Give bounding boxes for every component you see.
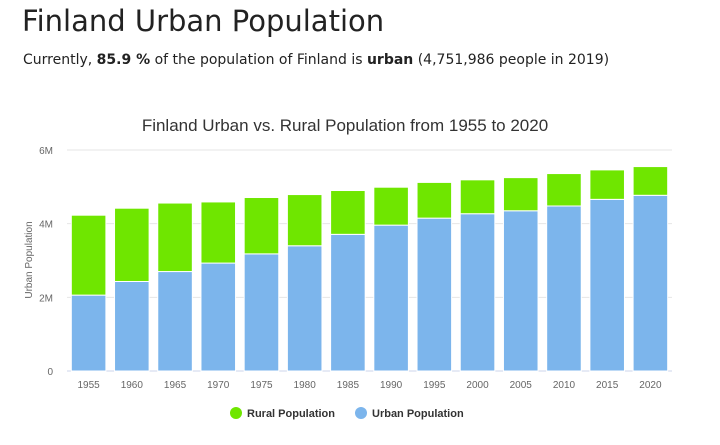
x-tick-label: 2000 <box>466 380 489 391</box>
y-tick-label: 4M <box>39 220 53 231</box>
bar-rural-population <box>114 207 150 282</box>
bar-urban-population <box>546 205 582 372</box>
summary-urban: urban <box>366 52 414 68</box>
bar-urban-population <box>459 213 496 372</box>
legend-marker <box>355 407 367 419</box>
bar-urban-population <box>114 280 150 372</box>
x-tick-label: 1975 <box>250 380 273 391</box>
bar-rural-population <box>589 169 625 200</box>
x-tick-label: 1980 <box>294 380 317 391</box>
y-tick-label: 0 <box>47 367 53 378</box>
x-tick-label: 2005 <box>510 380 533 391</box>
summary-mid: of the population of Finland is <box>150 52 367 68</box>
bar-rural-population <box>157 202 193 273</box>
x-tick-label: 1970 <box>207 380 230 391</box>
summary-percent: 85.9 % <box>96 52 151 68</box>
x-tick-label: 2020 <box>639 380 662 391</box>
bar-rural-population <box>70 214 107 296</box>
population-summary: Currently, 85.9 % of the population of F… <box>23 52 609 68</box>
bar-urban-population <box>200 262 237 372</box>
bar-urban-population <box>286 245 323 372</box>
legend-label: Urban Population <box>372 408 464 420</box>
bar-urban-population <box>416 217 453 372</box>
x-tick-label: 1955 <box>77 380 100 391</box>
x-tick-label: 2015 <box>596 380 619 391</box>
y-tick-label: 2M <box>39 293 53 304</box>
bars <box>70 166 669 372</box>
bar-rural-population <box>632 166 669 196</box>
legend: Rural Population Urban Population <box>230 407 464 420</box>
bar-urban-population <box>373 224 409 372</box>
x-tick-label: 1990 <box>380 380 403 391</box>
legend-item-rural-population[interactable]: Rural Population <box>230 407 335 420</box>
bar-rural-population <box>200 201 237 264</box>
chart-title: Finland Urban vs. Rural Population from … <box>142 116 548 135</box>
bar-urban-population <box>502 210 539 372</box>
y-axis-label: Urban Population <box>24 221 35 298</box>
legend-label: Rural Population <box>247 408 335 420</box>
legend-item-urban-population[interactable]: Urban Population <box>355 407 464 420</box>
bar-rural-population <box>546 173 582 207</box>
bar-urban-population <box>589 198 625 372</box>
x-tick-label: 1965 <box>164 380 187 391</box>
bar-urban-population <box>330 233 366 372</box>
bar-urban-population <box>632 194 669 372</box>
x-tick-label: 2010 <box>553 380 576 391</box>
axis-ticks: 0 2M 4M 6M 1955 1960 1965 1970 1975 1980 1985 1990 1… <box>39 146 662 391</box>
x-tick-label: 1960 <box>121 380 144 391</box>
bar-rural-population <box>373 186 409 226</box>
page-title: Finland Urban Population <box>22 4 385 38</box>
bar-rural-population <box>330 190 366 235</box>
bar-rural-population <box>286 194 323 247</box>
y-tick-label: 6M <box>39 146 53 157</box>
x-tick-label: 1985 <box>337 380 360 391</box>
bar-rural-population <box>502 177 539 212</box>
bar-urban-population <box>157 271 193 372</box>
x-tick-label: 1995 <box>423 380 446 391</box>
bar-rural-population <box>416 181 453 219</box>
bar-urban-population <box>70 294 107 372</box>
bar-urban-population <box>243 253 280 372</box>
summary-prefix: Currently, <box>23 52 97 68</box>
bar-rural-population <box>243 197 280 255</box>
legend-marker <box>230 407 242 419</box>
bar-rural-population <box>459 179 496 215</box>
summary-suffix: (4,751,986 people in 2019) <box>413 52 610 68</box>
